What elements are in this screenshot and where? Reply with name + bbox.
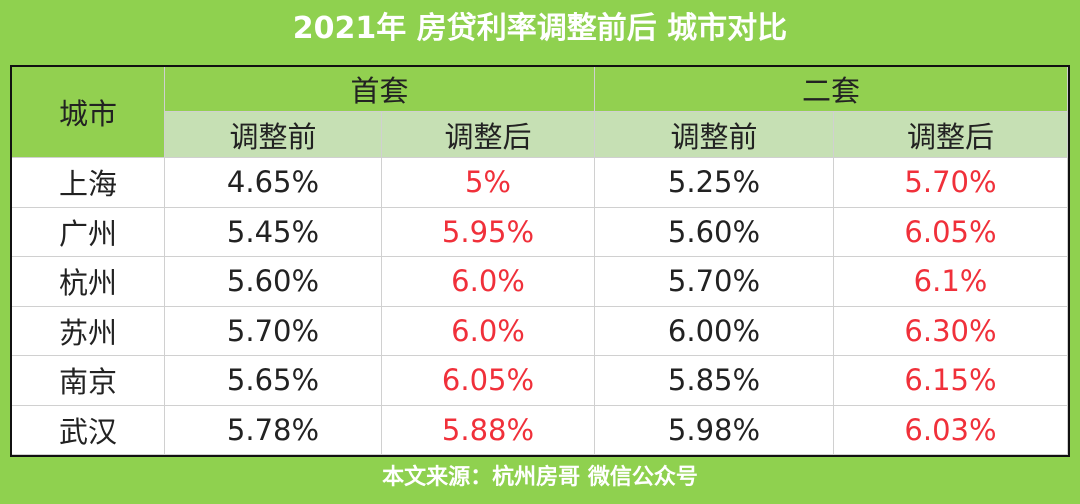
rate-cell: 6.05%	[382, 356, 595, 406]
rate-cell: 6.30%	[834, 306, 1068, 356]
city-cell: 苏州	[12, 306, 165, 356]
rate-cell: 5.98%	[595, 405, 834, 455]
rate-cell: 5.60%	[595, 207, 834, 257]
group-header: 二套	[595, 67, 1068, 112]
city-cell: 上海	[12, 158, 165, 208]
rate-cell: 4.65%	[165, 158, 382, 208]
table: 城市 首套 二套 调整前 调整后 调整前 调整后 上海 4.65% 5% 5.25% 5.70% 广州 5…	[10, 65, 1070, 457]
rate-cell: 5.70%	[595, 257, 834, 307]
rate-cell: 5.65%	[165, 356, 382, 406]
city-cell: 广州	[12, 207, 165, 257]
rate-cell: 6.15%	[834, 356, 1068, 406]
sub-header: 调整前	[165, 112, 382, 158]
sub-header: 调整后	[834, 112, 1068, 158]
rate-cell: 6.00%	[595, 306, 834, 356]
title: 2021年 房贷利率调整前后 城市对比	[292, 11, 788, 46]
rate-cell: 5.70%	[165, 306, 382, 356]
group-header: 首套	[165, 67, 595, 112]
sub-header: 调整后	[382, 112, 595, 158]
sub-header: 调整前	[595, 112, 834, 158]
rate-cell: 5.45%	[165, 207, 382, 257]
rate-cell: 6.03%	[834, 405, 1068, 455]
city-cell: 武汉	[12, 405, 165, 455]
rate-cell: 5.78%	[165, 405, 382, 455]
rate-cell: 6.1%	[834, 257, 1068, 307]
city-cell: 杭州	[12, 257, 165, 307]
city-cell: 南京	[12, 356, 165, 406]
rate-cell: 6.0%	[382, 257, 595, 307]
rate-cell: 6.05%	[834, 207, 1068, 257]
rate-cell: 5.88%	[382, 405, 595, 455]
footer: 本文来源：杭州房哥 微信公众号	[382, 465, 698, 490]
rate-cell: 5.25%	[595, 158, 834, 208]
rate-cell: 5.60%	[165, 257, 382, 307]
rate-cell: 5%	[382, 158, 595, 208]
rate-cell: 6.0%	[382, 306, 595, 356]
corner-header: 城市	[12, 67, 165, 158]
rate-cell: 5.70%	[834, 158, 1068, 208]
rate-cell: 5.95%	[382, 207, 595, 257]
rate-cell: 5.85%	[595, 356, 834, 406]
